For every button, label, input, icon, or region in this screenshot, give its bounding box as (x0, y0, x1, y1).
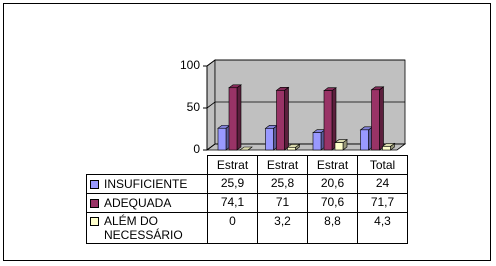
legend-key (90, 180, 99, 190)
series-row: ALÉM DO NECESSÁRIO 0 3,2 8,8 4,3 (86, 212, 408, 244)
value-label: 8,8 (307, 212, 358, 244)
category-label: Total (357, 155, 408, 175)
category-label: Estrat (207, 155, 258, 175)
bar (323, 90, 333, 151)
legend-cell: ADEQUADA (86, 193, 208, 213)
legend-label: INSUFICIENTE (104, 177, 188, 191)
bar (265, 128, 274, 151)
value-label: 0 (207, 212, 258, 244)
bar (360, 129, 369, 151)
y-tick-label: 50 (187, 100, 201, 114)
value-label: 25,9 (207, 174, 258, 194)
value-label: 70,6 (307, 193, 358, 213)
bar (287, 147, 296, 151)
legend-key (90, 199, 99, 209)
category-label: Estrat (257, 155, 308, 175)
legend-label: ADEQUADA (104, 196, 172, 210)
bar (312, 132, 322, 151)
value-label: 20,6 (307, 174, 358, 194)
category-label: Estrat (307, 155, 358, 175)
series-row: INSUFICIENTE 25,9 25,8 20,6 24 (86, 174, 408, 194)
bar (334, 142, 344, 151)
value-label: 4,3 (357, 212, 408, 244)
bar-side (236, 84, 242, 151)
bar (371, 89, 380, 151)
bar (217, 127, 227, 151)
bar (382, 146, 391, 151)
grid-line (206, 101, 405, 109)
value-label: 74,1 (207, 193, 258, 213)
bar-side (284, 86, 289, 151)
y-tick-label: 100 (180, 58, 200, 72)
data-table: Estrat Estrat Estrat Total INSUFICIENTE 25,9 2… (86, 155, 408, 244)
legend-cell: INSUFICIENTE (86, 174, 208, 194)
chart-frame (3, 3, 491, 261)
legend-cell: ALÉM DO NECESSÁRIO (86, 212, 208, 244)
value-label: 3,2 (257, 212, 308, 244)
bar-side (379, 86, 384, 151)
value-label: 24 (357, 174, 408, 194)
y-tick-label: 0 (193, 142, 200, 156)
value-label: 25,8 (257, 174, 308, 194)
bar (228, 87, 238, 151)
value-label: 71,7 (357, 193, 408, 213)
bar (276, 90, 285, 151)
legend-label: ALÉM DO NECESSÁRIO (104, 214, 183, 242)
bar-side (331, 87, 337, 151)
blank-cell (87, 156, 208, 175)
value-label: 71 (257, 193, 308, 213)
bar-top (239, 146, 253, 151)
legend-key (90, 217, 99, 227)
grid-line (206, 59, 405, 67)
header-row: Estrat Estrat Estrat Total (87, 155, 408, 175)
series-row: ADEQUADA 74,1 71 70,6 71,7 (86, 193, 408, 213)
